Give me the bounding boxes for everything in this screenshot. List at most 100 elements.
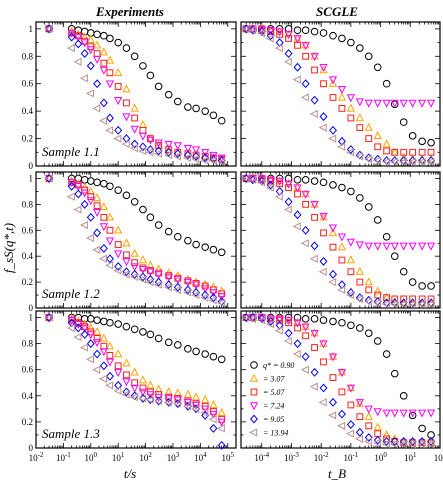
data-point	[302, 52, 310, 60]
data-point	[105, 381, 114, 390]
panel-frame	[35, 171, 237, 309]
data-point	[417, 299, 426, 309]
data-point	[100, 317, 108, 326]
data-point	[310, 367, 319, 377]
series-q0-90	[45, 174, 226, 257]
data-point	[217, 355, 226, 364]
data-point	[209, 410, 218, 419]
data-point	[373, 216, 382, 224]
data-point	[99, 243, 108, 253]
data-point	[139, 328, 147, 336]
data-point	[364, 329, 373, 337]
data-point	[191, 392, 201, 401]
data-point	[139, 384, 147, 392]
data-point	[355, 241, 364, 250]
data-point	[208, 415, 217, 424]
data-point	[346, 94, 356, 103]
legend-label: = 7.24	[263, 402, 284, 411]
data-point	[408, 409, 417, 418]
data-point	[172, 152, 181, 161]
data-point	[241, 313, 250, 322]
panel-grid: 0 0.2 0.4 0.6 0.8 1 Sample 1.1 0 0.2 0.4 0.6 0.8 1 Sa…	[22, 21, 443, 463]
data-point	[183, 399, 192, 408]
sample-label: Sample 1.2	[42, 286, 100, 301]
data-point	[355, 266, 364, 275]
data-point	[427, 282, 435, 290]
data-point	[338, 388, 346, 396]
data-point	[328, 277, 337, 287]
data-point	[201, 350, 209, 358]
data-point	[274, 192, 283, 201]
data-point	[138, 388, 148, 397]
data-point	[266, 316, 275, 326]
data-point	[130, 384, 139, 393]
data-point	[209, 400, 218, 409]
data-point	[93, 202, 101, 210]
data-point	[408, 411, 417, 420]
legend-label: = 3.07	[263, 375, 285, 384]
data-point	[248, 26, 257, 35]
data-point	[130, 103, 139, 112]
data-point	[301, 42, 310, 51]
series-9-05	[242, 174, 436, 308]
data-point	[426, 409, 436, 418]
data-point	[302, 200, 310, 208]
data-point	[114, 362, 122, 370]
data-point	[99, 254, 108, 263]
data-point	[347, 268, 355, 276]
data-point	[122, 387, 131, 397]
data-point	[301, 79, 310, 89]
data-point	[310, 95, 319, 105]
data-point	[346, 238, 356, 247]
data-point	[122, 358, 131, 367]
data-point	[399, 392, 408, 400]
data-point	[122, 84, 131, 93]
data-point	[93, 228, 102, 238]
data-point	[427, 148, 435, 156]
data-point	[364, 122, 373, 131]
data-point	[99, 361, 108, 371]
x-tick-label: 101	[112, 451, 125, 463]
data-point	[114, 250, 123, 259]
legend-marker	[249, 402, 259, 411]
data-point	[285, 319, 292, 327]
data-point	[154, 277, 163, 287]
data-point	[382, 437, 391, 446]
data-point	[164, 227, 173, 236]
data-point	[319, 29, 328, 37]
data-point	[66, 192, 75, 201]
data-point	[408, 242, 417, 251]
y-tick-label: 0.8	[22, 339, 34, 349]
data-point	[390, 409, 399, 418]
data-point	[192, 151, 201, 161]
data-point	[93, 178, 101, 187]
data-point	[114, 83, 122, 90]
x-tick-label: 104	[194, 451, 207, 463]
y-tick-label: 0	[29, 303, 34, 313]
x-tick-label: 100	[85, 451, 98, 463]
panel-experiments-row-1: 0 0.2 0.4 0.6 0.8 1 Sample 1.1	[22, 21, 237, 171]
data-point	[417, 157, 426, 167]
data-point	[276, 30, 284, 38]
data-point	[123, 99, 130, 107]
data-point	[191, 146, 201, 155]
data-point	[146, 275, 155, 284]
data-point	[408, 99, 417, 108]
data-point	[201, 149, 210, 158]
data-point	[283, 205, 292, 214]
data-point	[337, 369, 347, 378]
data-point	[139, 205, 147, 214]
legend-marker	[249, 428, 258, 437]
data-point	[383, 294, 391, 302]
data-point	[192, 104, 200, 113]
data-point	[266, 31, 275, 41]
data-point	[92, 40, 102, 49]
data-point	[130, 367, 139, 376]
panel-frame	[35, 310, 237, 449]
data-point	[347, 187, 355, 196]
data-point	[100, 213, 108, 221]
series-7-24	[44, 314, 226, 427]
data-point	[130, 52, 139, 61]
data-point	[293, 62, 302, 72]
